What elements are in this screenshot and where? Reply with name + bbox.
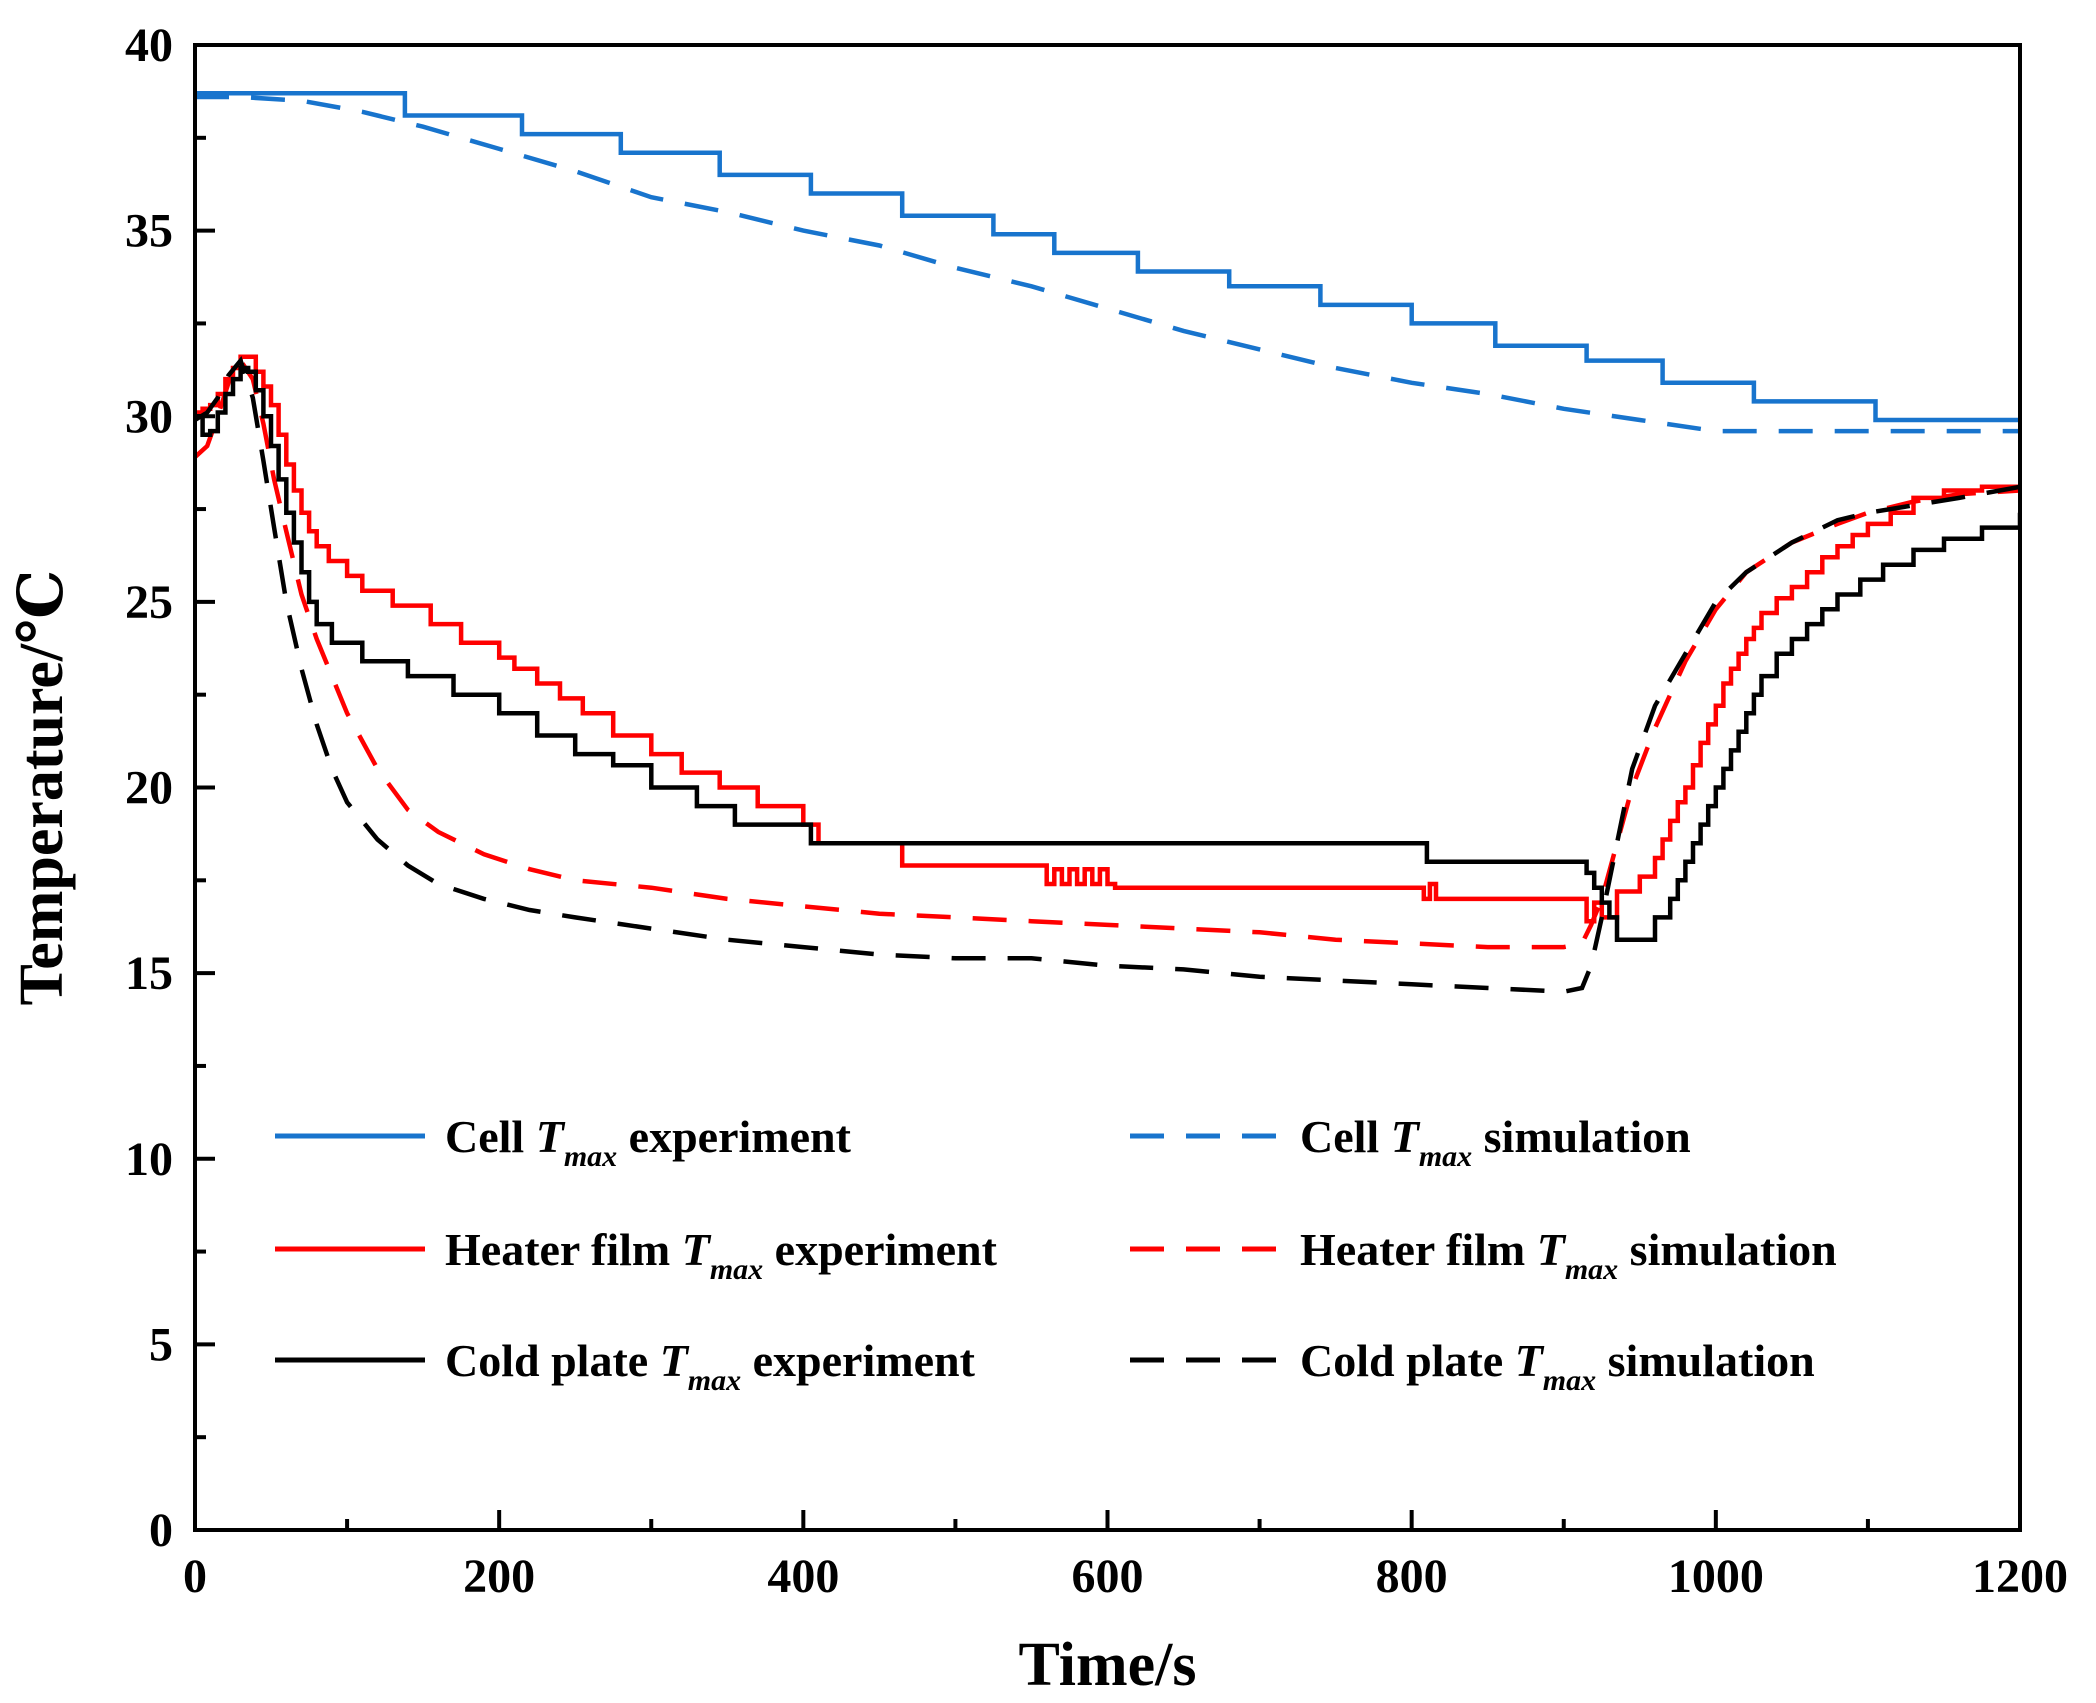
series-line-2	[195, 94, 2020, 434]
x-tick-label: 400	[767, 1550, 839, 1603]
plot-frame	[193, 43, 2022, 1532]
x-tick-label: 0	[183, 1550, 207, 1603]
series-line-3	[195, 354, 2020, 924]
y-tick-label: 20	[125, 762, 173, 815]
series-line-1	[195, 91, 2020, 423]
x-tick-label: 1000	[1668, 1550, 1764, 1603]
legend-label: Cell Tmax experiment	[445, 1111, 852, 1173]
legend: Cell Tmax experiment Cell Tmax simulation…	[275, 1111, 1837, 1397]
x-axis-title: Time/s	[1019, 1631, 1197, 1699]
legend-label: Cell Tmax simulation	[1300, 1111, 1691, 1173]
y-tick-label: 5	[149, 1318, 173, 1371]
y-tick-label: 0	[149, 1504, 173, 1557]
x-tick-label: 1200	[1972, 1550, 2068, 1603]
y-axis-title: Temperature/℃	[8, 570, 76, 1006]
y-tick-label: 35	[125, 205, 173, 258]
x-tick-label: 600	[1072, 1550, 1144, 1603]
axes-layer: 0 200 400 600 800 1000 1200 0 5 10 15 20 25 30 35 40	[125, 19, 2068, 1603]
y-tick-label: 30	[125, 390, 173, 443]
series-line-5	[195, 365, 2020, 942]
y-tick-label: 40	[125, 19, 173, 72]
x-tick-label: 200	[463, 1550, 535, 1603]
legend-label: Heater film Tmax experiment	[445, 1224, 998, 1286]
legend-label: Heater film Tmax simulation	[1300, 1224, 1837, 1286]
legend-label: Cold plate Tmax simulation	[1300, 1335, 1815, 1397]
y-tick-label: 15	[125, 947, 173, 1000]
series-layer	[195, 91, 2020, 994]
x-tick-label: 800	[1376, 1550, 1448, 1603]
legend-label: Cold plate Tmax experiment	[445, 1335, 976, 1397]
series-line-6	[195, 355, 2020, 994]
y-tick-label: 25	[125, 576, 173, 629]
y-tick-label: 10	[125, 1133, 173, 1186]
